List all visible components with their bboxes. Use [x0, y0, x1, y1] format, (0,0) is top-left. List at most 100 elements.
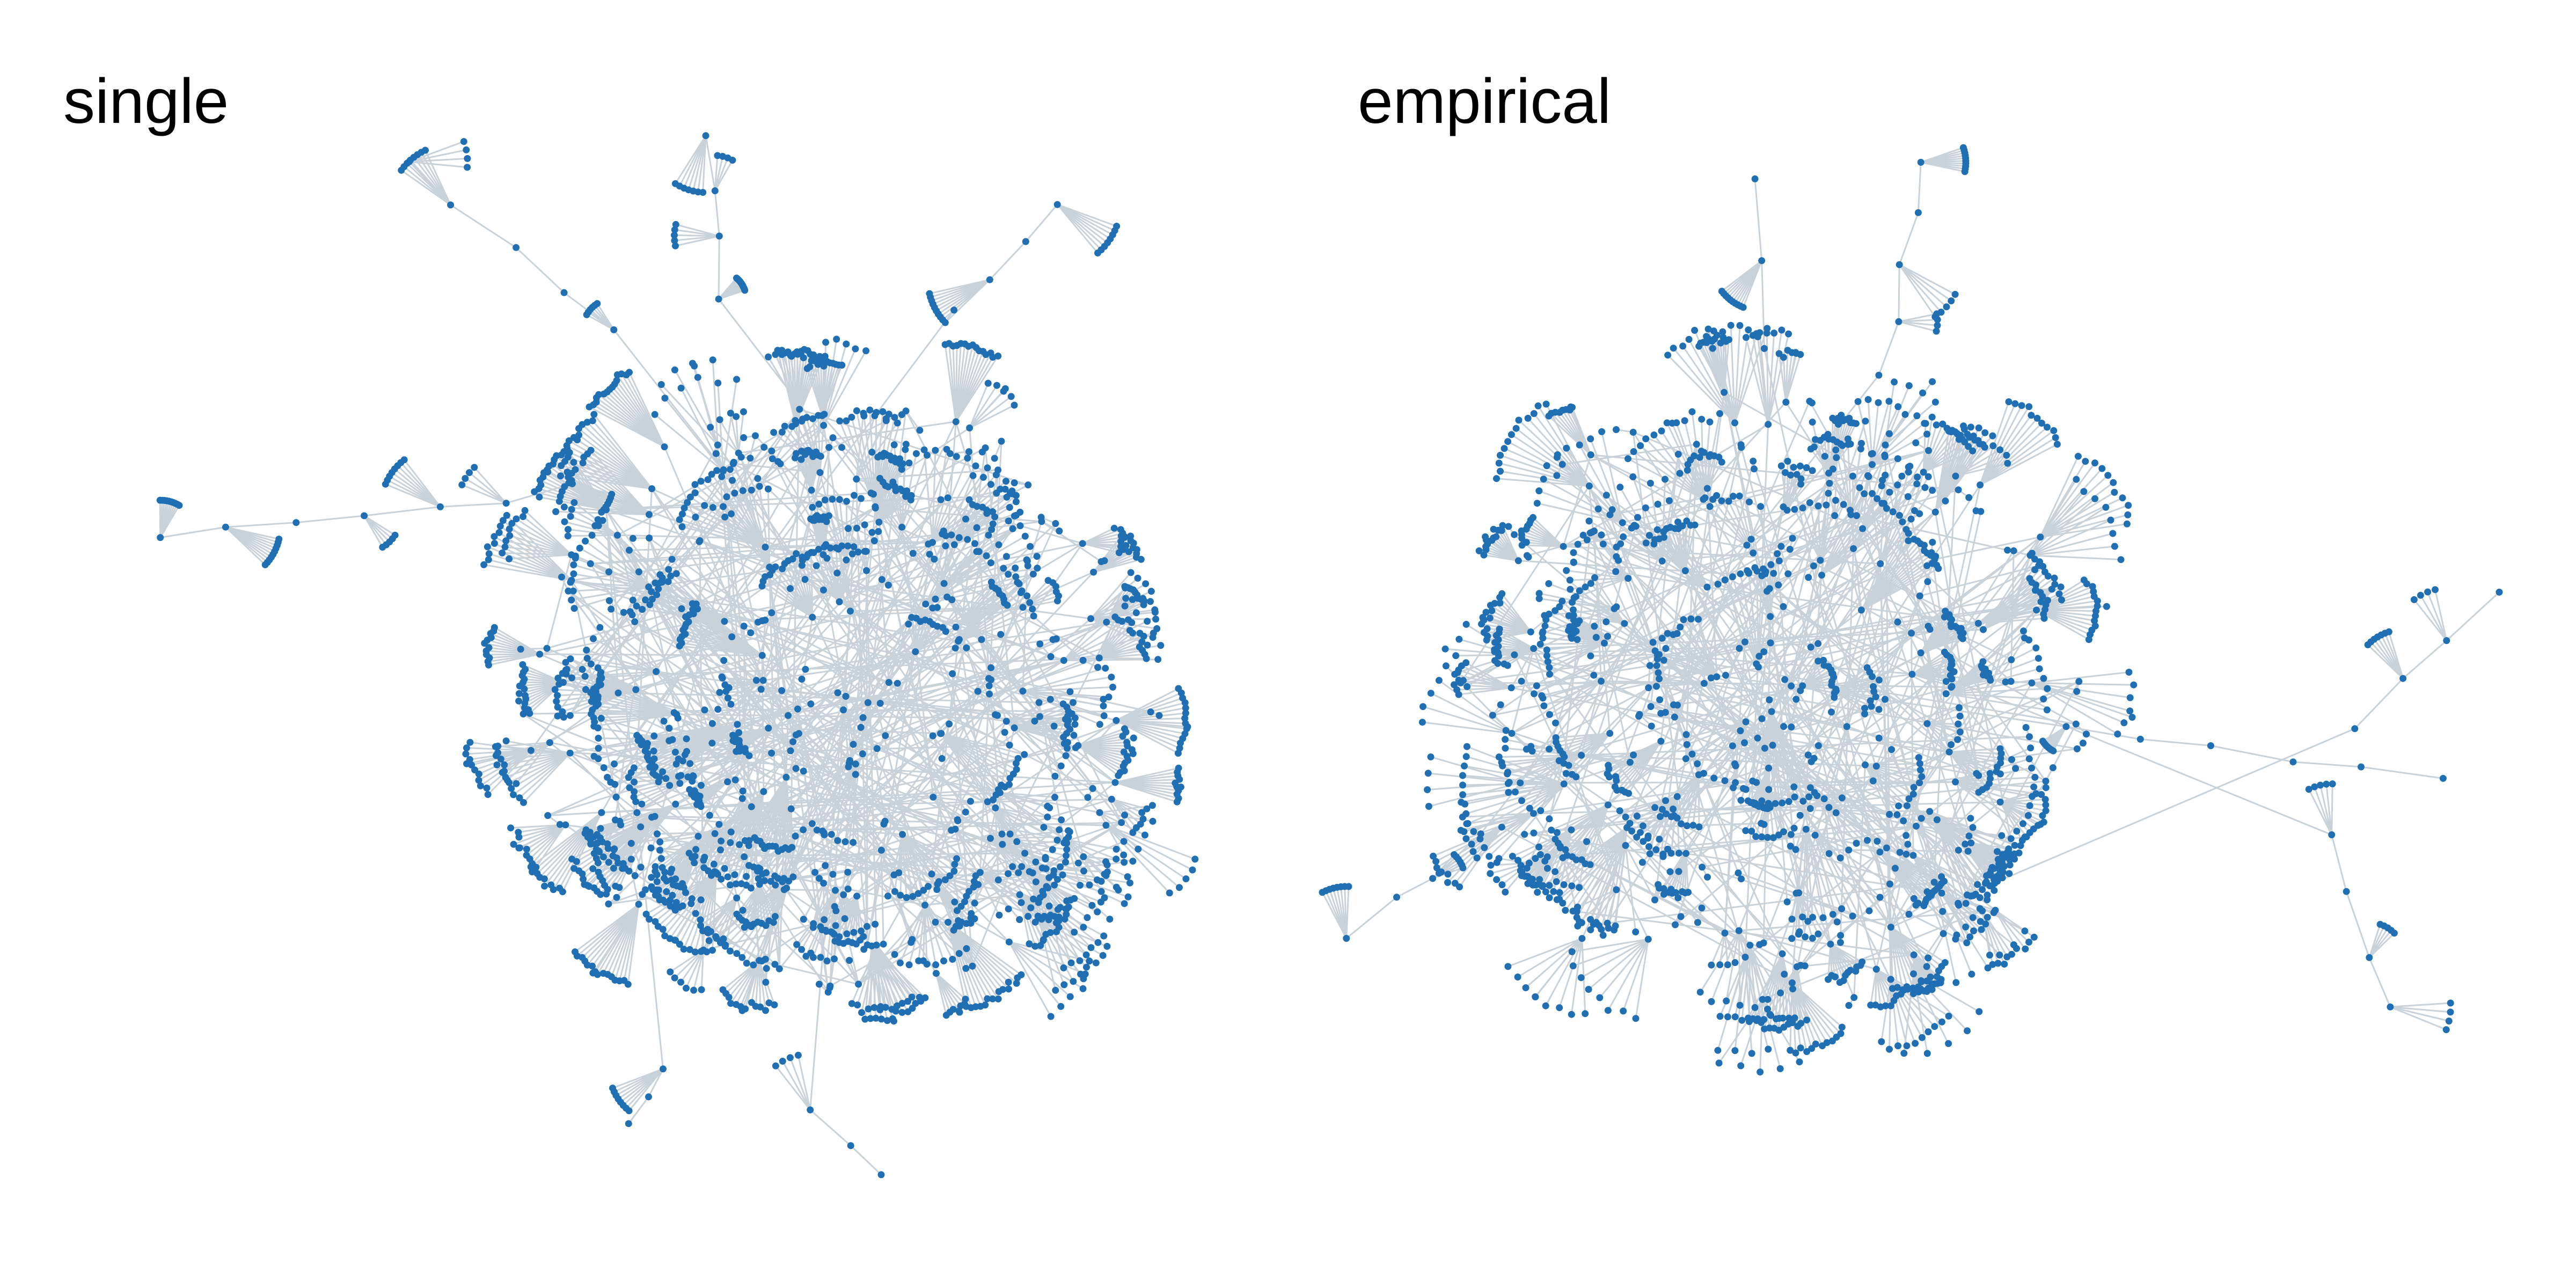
network-node — [712, 450, 720, 457]
network-node — [645, 1093, 652, 1101]
network-node — [1152, 616, 1160, 623]
network-edge — [578, 428, 653, 489]
network-node — [1036, 713, 1043, 720]
network-node — [565, 587, 572, 595]
network-edge — [843, 709, 1151, 713]
network-node — [697, 916, 704, 924]
network-node — [955, 534, 963, 541]
network-node — [1018, 863, 1026, 870]
network-edge — [1510, 648, 1535, 689]
network-node — [1182, 875, 1190, 883]
network-node — [1060, 964, 1067, 971]
network-node — [1135, 845, 1142, 853]
network-node — [1016, 916, 1023, 923]
network-edge — [1626, 827, 1699, 923]
network-node — [521, 507, 529, 514]
network-node — [914, 890, 922, 897]
network-node — [554, 704, 561, 711]
network-node — [711, 187, 719, 194]
network-edge — [2039, 462, 2096, 538]
network-edge — [932, 449, 948, 543]
network-edge — [957, 595, 1028, 642]
network-node — [841, 838, 849, 845]
network-edge — [587, 421, 653, 489]
network-node — [1126, 879, 1133, 887]
network-node — [750, 961, 757, 969]
network-edge — [969, 385, 998, 429]
network-node — [1074, 859, 1082, 867]
network-node — [823, 957, 831, 965]
network-edge — [1929, 811, 1977, 895]
network-node — [1005, 938, 1013, 946]
network-node — [826, 544, 834, 552]
network-node — [516, 844, 523, 852]
network-node — [729, 731, 737, 739]
network-node — [1106, 916, 1114, 923]
network-edge — [957, 576, 1016, 642]
network-edge — [822, 554, 1026, 854]
network-edge — [1821, 508, 1887, 576]
network-node — [912, 1000, 919, 1007]
network-edge — [2030, 554, 2121, 561]
network-edge — [691, 740, 740, 782]
network-node — [929, 732, 936, 740]
network-edge — [941, 733, 1016, 764]
network-edge — [598, 738, 673, 749]
network-node — [953, 855, 961, 862]
network-node — [1141, 831, 1148, 839]
network-node — [1080, 853, 1087, 860]
network-edge — [969, 383, 989, 428]
network-edge — [1660, 444, 1697, 742]
network-edge — [765, 881, 789, 969]
network-node — [1062, 858, 1069, 866]
network-edge — [583, 456, 650, 515]
network-edge — [601, 717, 673, 741]
network-node — [714, 441, 721, 449]
network-edge — [718, 289, 745, 300]
network-edge — [733, 462, 766, 547]
network-node — [897, 891, 904, 899]
network-edge — [714, 155, 719, 191]
network-edge — [1633, 451, 1704, 500]
network-edge — [945, 488, 1001, 547]
network-node — [1121, 859, 1128, 866]
network-edge — [1065, 839, 1117, 860]
network-edge — [602, 519, 649, 588]
network-edge — [465, 478, 507, 504]
network-node — [379, 544, 386, 551]
network-node — [523, 852, 530, 859]
network-node — [1066, 993, 1074, 1000]
network-edge — [506, 540, 572, 556]
network-node — [768, 609, 775, 617]
network-node — [631, 618, 639, 625]
network-node — [541, 882, 548, 890]
network-node — [685, 850, 693, 857]
network-edge — [1563, 532, 1591, 757]
network-edge — [943, 525, 1021, 584]
network-edge — [1817, 506, 1821, 561]
network-edge — [1702, 499, 1866, 765]
network-edge — [875, 945, 913, 998]
network-node — [508, 519, 516, 527]
network-edge — [1632, 477, 1663, 561]
network-edge — [225, 526, 266, 566]
network-edge — [1077, 745, 1119, 777]
network-edge — [2039, 467, 2103, 538]
network-edge — [574, 903, 639, 953]
network-node — [978, 448, 986, 456]
network-node — [565, 437, 573, 444]
network-node — [882, 732, 889, 740]
network-edge — [2040, 504, 2129, 538]
network-node — [1001, 385, 1009, 392]
network-node — [671, 974, 678, 982]
network-edge — [521, 647, 547, 650]
network-edge — [940, 733, 994, 801]
network-node — [832, 887, 839, 894]
network-edge — [409, 149, 467, 163]
network-edge — [1064, 658, 1158, 662]
network-edge — [1994, 910, 2030, 943]
network-node — [739, 487, 747, 494]
network-edge — [591, 663, 656, 672]
network-edge — [994, 807, 1020, 873]
network-edge — [1979, 418, 2038, 486]
